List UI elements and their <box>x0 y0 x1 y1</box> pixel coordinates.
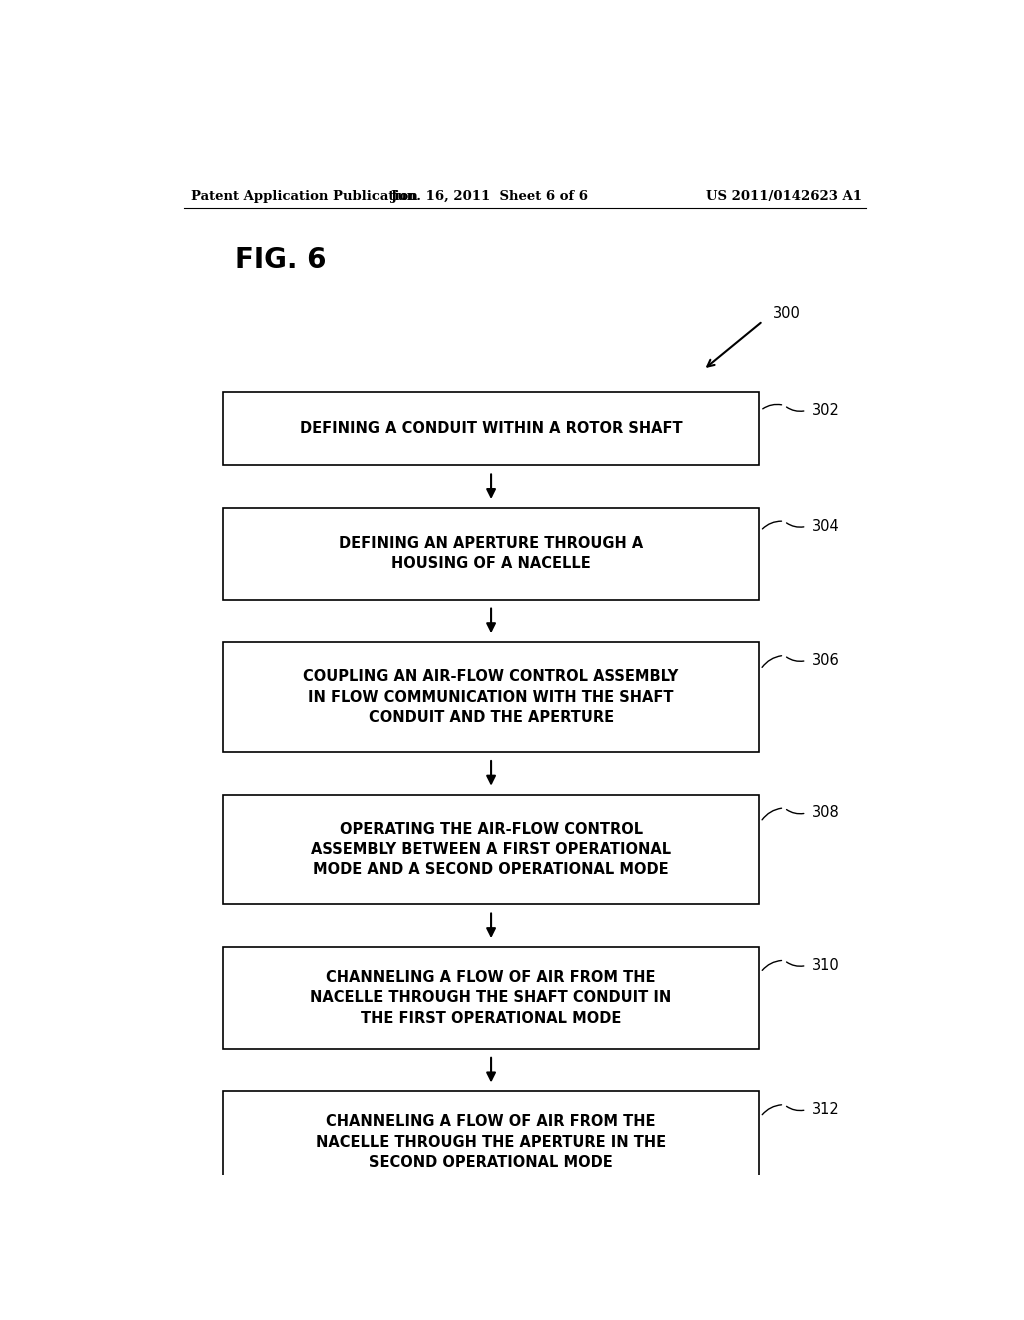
Text: US 2011/0142623 A1: US 2011/0142623 A1 <box>707 190 862 202</box>
Bar <box>223 1092 759 1193</box>
Text: DEFINING A CONDUIT WITHIN A ROTOR SHAFT: DEFINING A CONDUIT WITHIN A ROTOR SHAFT <box>300 421 682 437</box>
Text: DEFINING AN APERTURE THROUGH A
HOUSING OF A NACELLE: DEFINING AN APERTURE THROUGH A HOUSING O… <box>339 536 643 572</box>
Text: COUPLING AN AIR-FLOW CONTROL ASSEMBLY
IN FLOW COMMUNICATION WITH THE SHAFT
CONDU: COUPLING AN AIR-FLOW CONTROL ASSEMBLY IN… <box>303 669 679 725</box>
Text: OPERATING THE AIR-FLOW CONTROL
ASSEMBLY BETWEEN A FIRST OPERATIONAL
MODE AND A S: OPERATING THE AIR-FLOW CONTROL ASSEMBLY … <box>311 821 671 878</box>
Bar <box>223 508 759 599</box>
Text: Jun. 16, 2011  Sheet 6 of 6: Jun. 16, 2011 Sheet 6 of 6 <box>390 190 588 202</box>
Bar <box>223 948 759 1049</box>
Text: FIG. 6: FIG. 6 <box>236 246 327 275</box>
Text: Patent Application Publication: Patent Application Publication <box>191 190 418 202</box>
Bar <box>223 795 759 904</box>
Text: 308: 308 <box>812 805 840 821</box>
Text: CHANNELING A FLOW OF AIR FROM THE
NACELLE THROUGH THE SHAFT CONDUIT IN
THE FIRST: CHANNELING A FLOW OF AIR FROM THE NACELL… <box>310 970 672 1026</box>
Text: 300: 300 <box>773 306 801 321</box>
Text: 310: 310 <box>812 958 840 973</box>
Text: CHANNELING A FLOW OF AIR FROM THE
NACELLE THROUGH THE APERTURE IN THE
SECOND OPE: CHANNELING A FLOW OF AIR FROM THE NACELL… <box>316 1114 667 1170</box>
Text: 312: 312 <box>812 1102 840 1117</box>
Bar <box>223 643 759 752</box>
Text: 304: 304 <box>812 519 840 533</box>
Bar <box>223 392 759 466</box>
Text: 302: 302 <box>812 403 840 418</box>
Text: 306: 306 <box>812 653 840 668</box>
